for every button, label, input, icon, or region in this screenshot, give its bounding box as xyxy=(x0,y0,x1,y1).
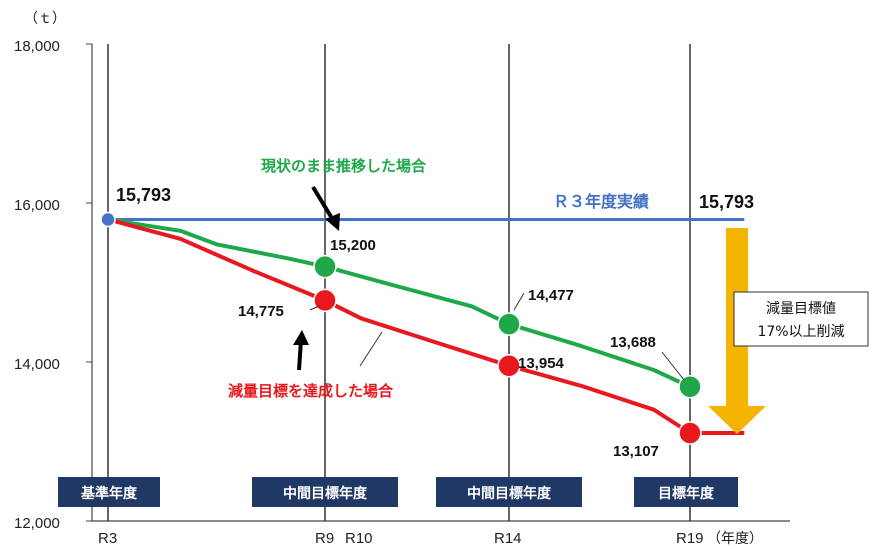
svg-text:基準年度: 基準年度 xyxy=(81,485,138,502)
leader-cur-r19 xyxy=(661,351,685,381)
label-red-r19: 13,107 xyxy=(613,443,659,460)
target-label-line2: 17%以上削減 xyxy=(757,323,844,340)
y-tick-14000: 14,000 xyxy=(14,356,60,373)
x-unit-label: （年度） xyxy=(707,531,763,547)
y-tick-18000: 18,000 xyxy=(14,38,60,55)
x-tick-r19: R19 xyxy=(676,530,704,547)
plot-frame xyxy=(86,43,790,522)
leader-reduction xyxy=(359,331,383,367)
series-line-current xyxy=(107,217,691,389)
y-unit-label: （ｔ） xyxy=(24,11,66,27)
badge-mid-year-2: 中間目標年度 xyxy=(436,477,582,507)
x-tick-r9: R9 xyxy=(315,530,334,547)
leader-red-r9 xyxy=(309,305,320,311)
target-label-line1: 減量目標値 xyxy=(766,300,836,317)
x-tick-r14: R14 xyxy=(494,530,522,547)
callout-arrow-current xyxy=(311,185,340,231)
badge-base-year: 基準年度 xyxy=(58,477,160,507)
marker-actual-r3 xyxy=(100,211,116,228)
series-markers xyxy=(100,211,702,445)
badge-mid-year-1: 中間目標年度 xyxy=(252,477,398,507)
svg-text:目標年度: 目標年度 xyxy=(658,485,715,502)
marker-current-r14 xyxy=(497,312,521,336)
label-base-right: 15,793 xyxy=(699,192,754,212)
label-cur-r9: 15,200 xyxy=(330,237,376,254)
x-tick-r10: R10 xyxy=(345,530,373,547)
marker-reduction-r14 xyxy=(497,353,521,378)
marker-reduction-r9 xyxy=(313,288,337,313)
annotation-reduction: 減量目標を達成した場合 xyxy=(228,382,394,400)
y-tick-16000: 16,000 xyxy=(14,197,60,214)
marker-current-r19 xyxy=(678,375,702,399)
annotation-current: 現状のまま推移した場合 xyxy=(261,157,427,175)
label-red-r9: 14,775 xyxy=(238,303,284,320)
x-tick-r3: R3 xyxy=(98,530,117,547)
label-cur-r14: 14,477 xyxy=(528,287,574,304)
target-box: 減量目標値 17%以上削減 xyxy=(733,291,869,347)
leader-cur-r14 xyxy=(513,292,525,311)
badge-target-year: 目標年度 xyxy=(634,477,738,507)
label-red-r14: 13,954 xyxy=(518,355,565,372)
annotation-actual: Ｒ３年度実績 xyxy=(553,192,649,211)
svg-text:中間目標年度: 中間目標年度 xyxy=(283,485,368,502)
y-tick-12000: 12,000 xyxy=(14,515,60,532)
marker-current-r9 xyxy=(313,254,337,279)
label-base: 15,793 xyxy=(116,185,171,205)
callout-arrow-reduction xyxy=(293,330,309,371)
series-line-reduction xyxy=(107,217,745,435)
marker-reduction-r19 xyxy=(678,421,702,445)
svg-text:中間目標年度: 中間目標年度 xyxy=(467,485,552,502)
label-cur-r19: 13,688 xyxy=(610,334,656,351)
